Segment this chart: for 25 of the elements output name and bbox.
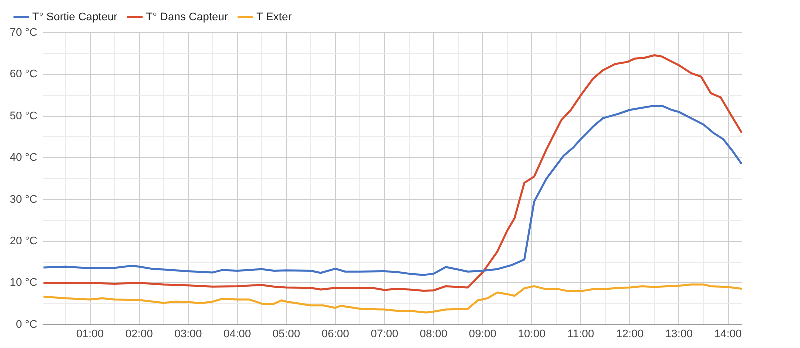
- x-tick-label: 10:00: [518, 328, 546, 340]
- x-tick-label: 12:00: [616, 328, 644, 340]
- y-tick-label: 50 °C: [10, 110, 38, 122]
- legend-label: T Exter: [256, 12, 292, 24]
- y-tick-label: 40 °C: [10, 152, 38, 164]
- x-tick-label: 05:00: [272, 328, 300, 340]
- x-tick-label: 04:00: [224, 328, 252, 340]
- y-tick-label: 60 °C: [10, 68, 38, 81]
- y-tick-label: 0 °C: [16, 318, 38, 331]
- y-tick-label: 70 °C: [10, 27, 38, 40]
- x-tick-label: 11:00: [568, 328, 594, 340]
- x-tick-label: 07:00: [370, 328, 398, 340]
- y-tick-label: 30 °C: [10, 194, 38, 206]
- legend-label: T° Dans Capteur: [146, 12, 228, 24]
- x-tick-label: 14:00: [714, 328, 742, 340]
- x-tick-label: 09:00: [469, 328, 497, 340]
- legend-label: T° Sortie Capteur: [32, 12, 118, 24]
- x-tick-label: 01:00: [76, 328, 104, 340]
- x-tick-label: 08:00: [420, 328, 448, 340]
- x-tick-label: 03:00: [174, 328, 202, 340]
- x-tick-label: 06:00: [322, 328, 350, 340]
- y-tick-label: 10 °C: [10, 277, 38, 290]
- y-tick-label: 20 °C: [10, 235, 38, 248]
- x-tick-label: 02:00: [126, 328, 154, 340]
- x-tick-label: 13:00: [665, 328, 693, 340]
